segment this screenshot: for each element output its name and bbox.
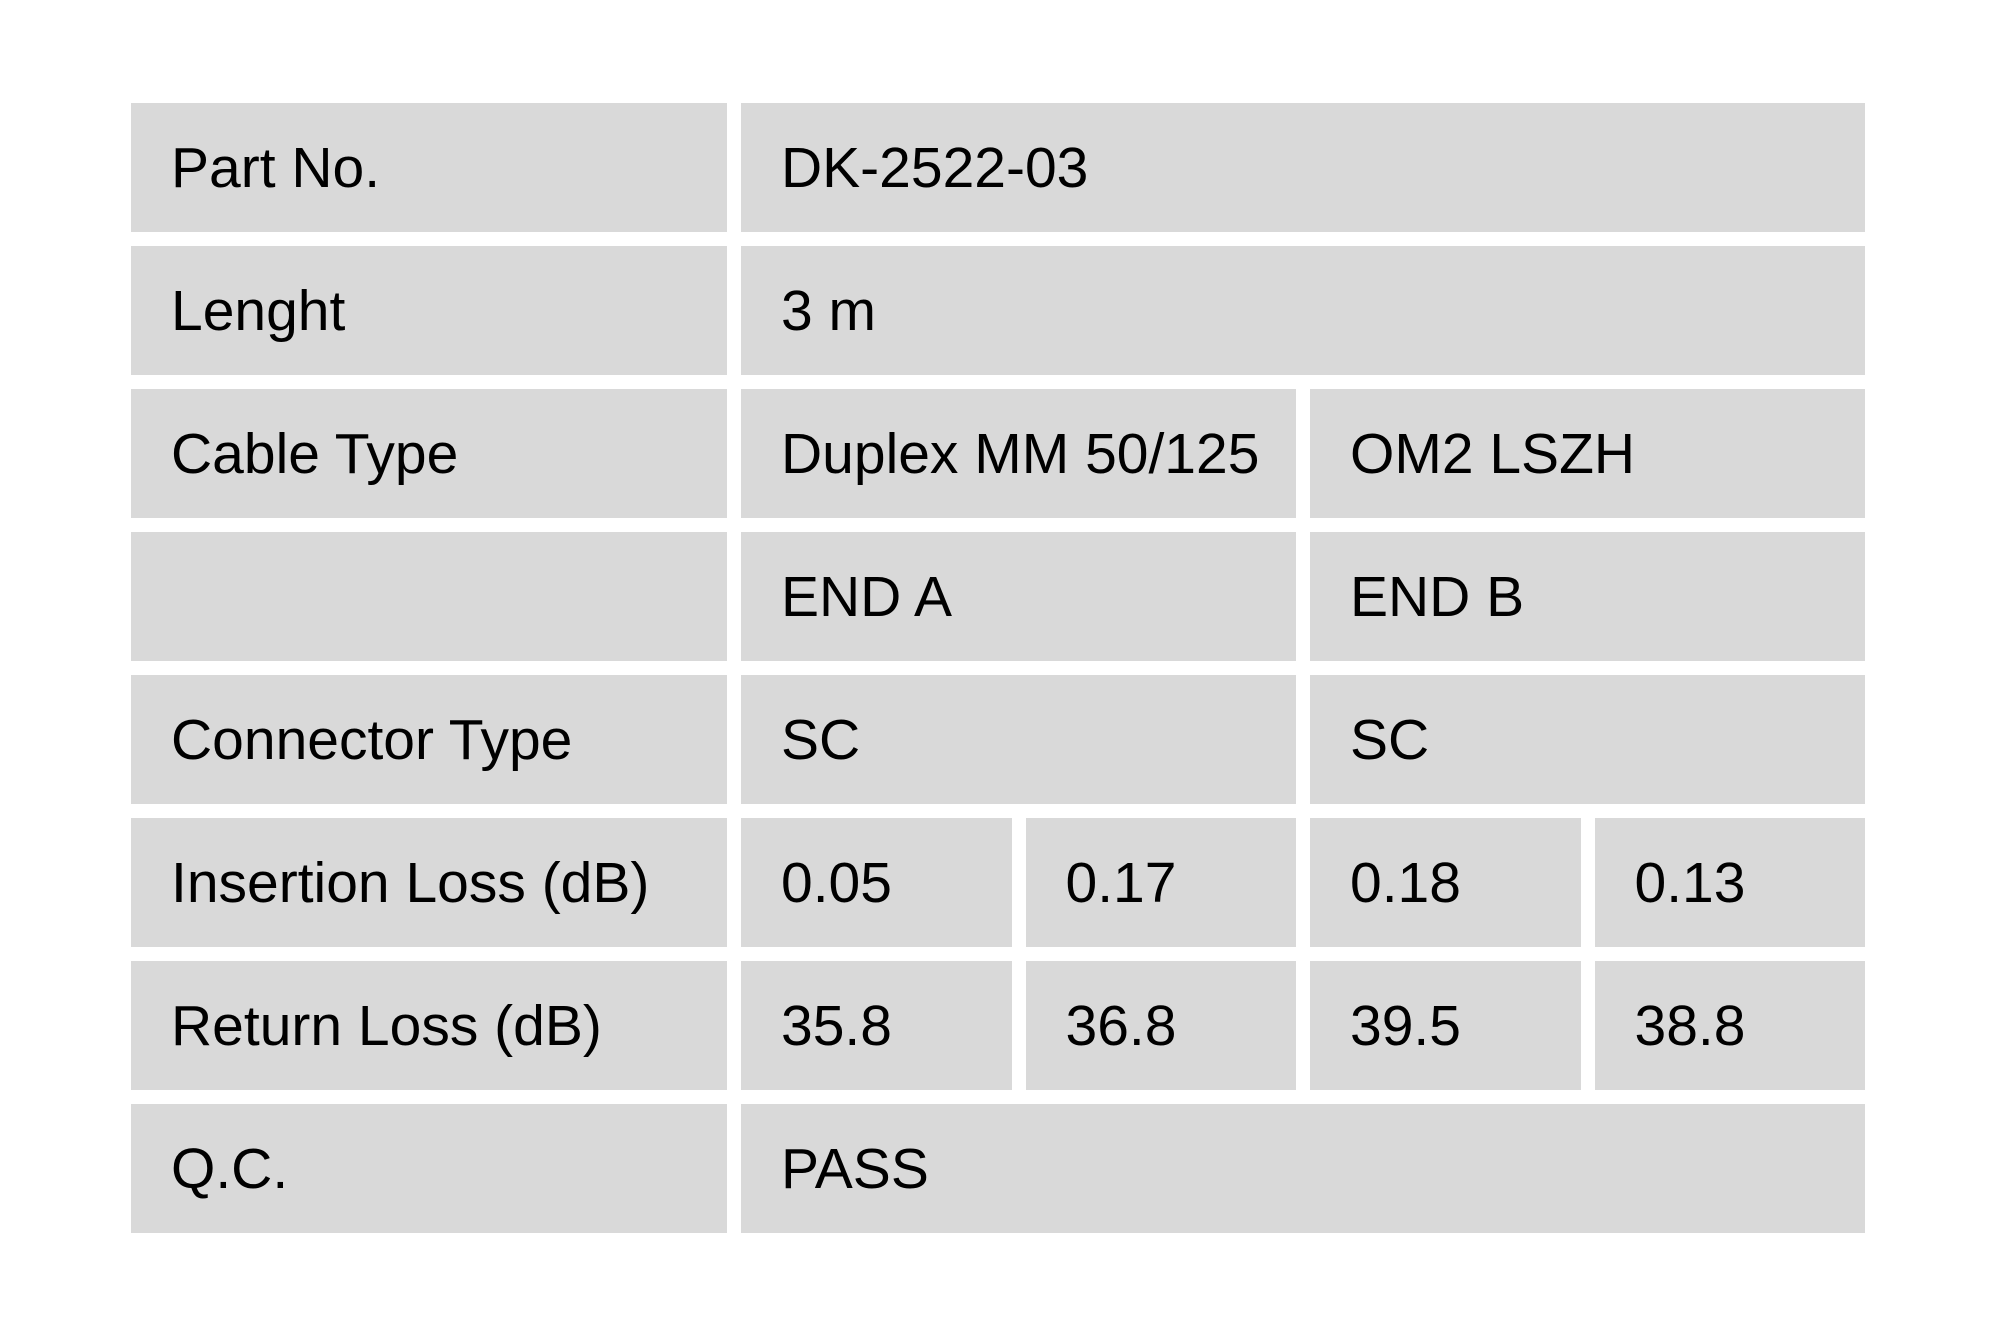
table-cell: PASS (741, 1104, 1865, 1233)
table-cell: 0.18 (1310, 818, 1581, 947)
table-cell: END A (741, 532, 1296, 661)
table-cell: END B (1310, 532, 1865, 661)
table-cell: 3 m (741, 246, 1865, 375)
row-label: Cable Type (131, 389, 727, 518)
row-label: Connector Type (131, 675, 727, 804)
table-cell: Duplex MM 50/125 (741, 389, 1296, 518)
table-cell: 0.05 (741, 818, 1012, 947)
table-cell: 39.5 (1310, 961, 1581, 1090)
row-label: Return Loss (dB) (131, 961, 727, 1090)
table-cell: 35.8 (741, 961, 1012, 1090)
spec-table: Part No. DK-2522-03 Lenght 3 m Cable Type Dup… (131, 103, 1865, 1233)
table-cell: 0.17 (1025, 818, 1296, 947)
table-cell: SC (741, 675, 1296, 804)
row-label: Q.C. (131, 1104, 727, 1233)
table-cell: 38.8 (1594, 961, 1865, 1090)
row-label-empty (131, 532, 727, 661)
table-cell: 0.13 (1594, 818, 1865, 947)
row-label: Part No. (131, 103, 727, 232)
row-label: Insertion Loss (dB) (131, 818, 727, 947)
row-label: Lenght (131, 246, 727, 375)
table-cell: OM2 LSZH (1310, 389, 1865, 518)
table-cell: SC (1310, 675, 1865, 804)
table-cell: DK-2522-03 (741, 103, 1865, 232)
table-cell: 36.8 (1025, 961, 1296, 1090)
